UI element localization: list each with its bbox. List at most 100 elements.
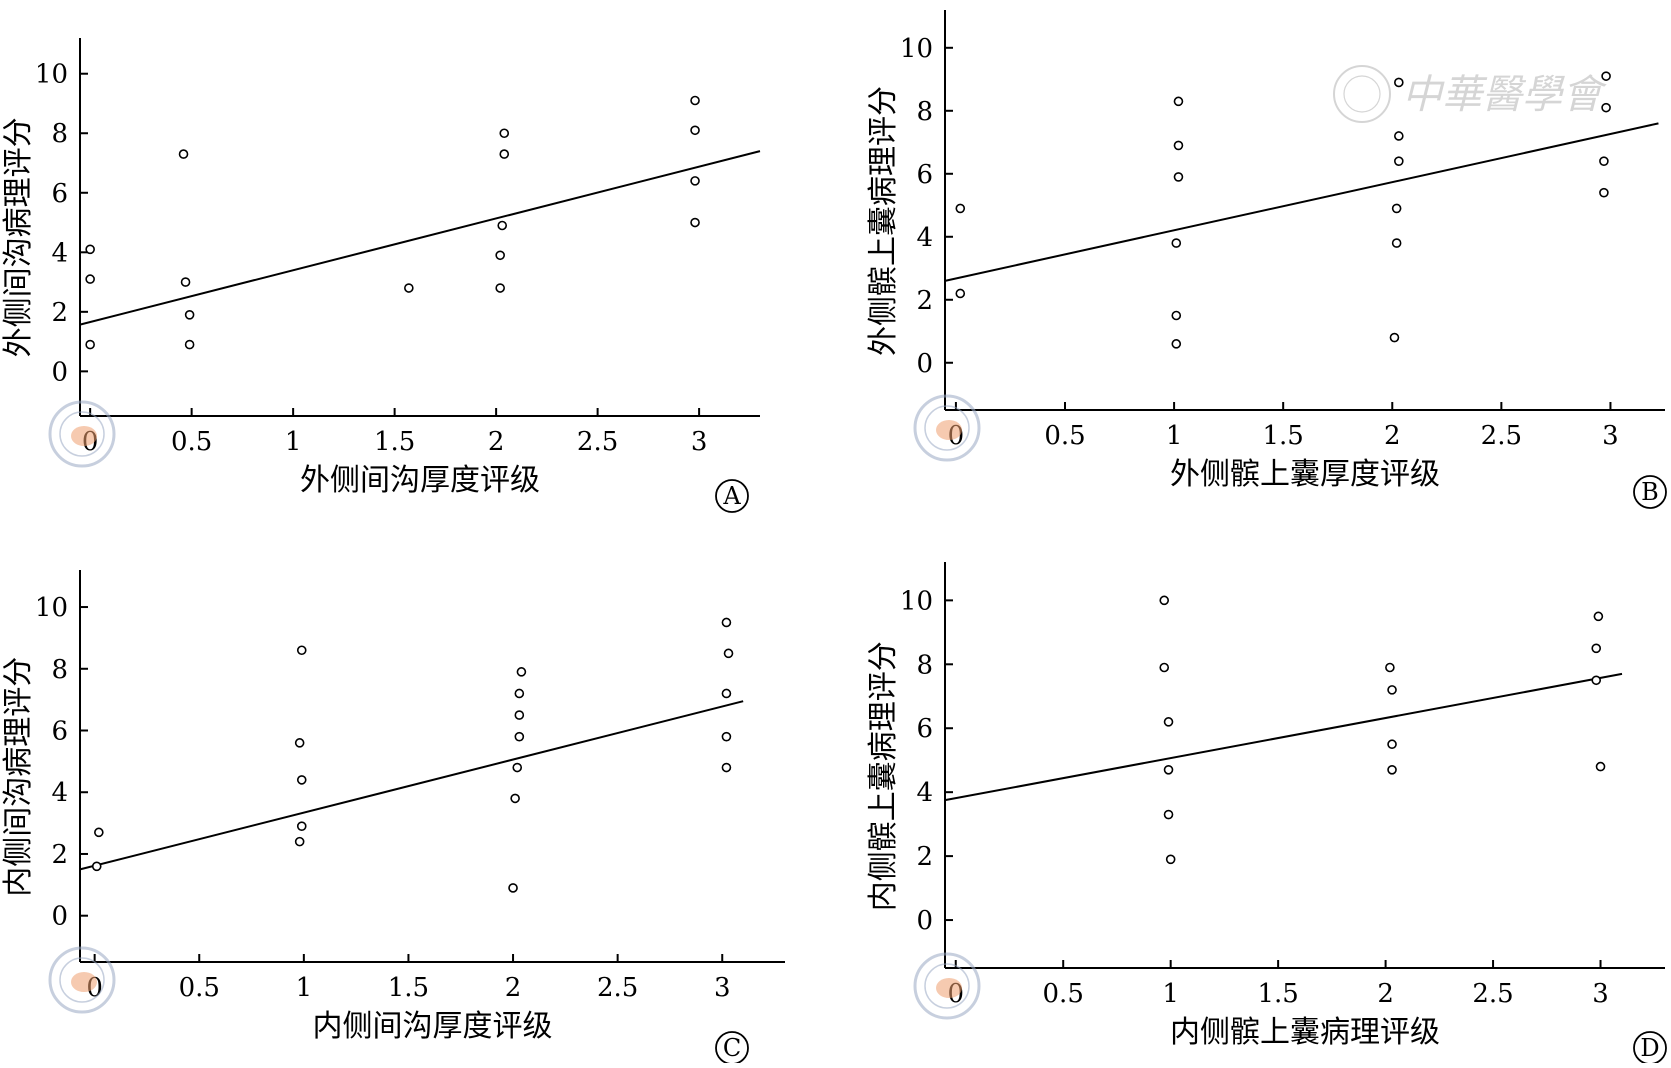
data-point — [690, 176, 700, 186]
fit-line — [79, 150, 761, 326]
data-point — [1389, 332, 1400, 343]
panel-label-circle — [1633, 475, 1667, 509]
y-tick-label: 2 — [916, 842, 933, 872]
data-point — [178, 149, 189, 159]
y-tick-label: 10 — [900, 586, 933, 616]
panel-label: C — [723, 1034, 741, 1062]
y-axis-label: 内侧髌上囊病理评分 — [866, 641, 901, 911]
y-tick-label: 8 — [51, 119, 68, 149]
data-point — [723, 648, 734, 659]
data-point — [1173, 172, 1184, 182]
data-point — [1599, 156, 1609, 166]
x-tick-label: 0.5 — [179, 973, 220, 1003]
data-point — [497, 220, 508, 231]
panel-label: D — [1640, 1034, 1659, 1062]
data-point — [85, 244, 95, 255]
data-point — [1163, 809, 1174, 820]
data-point — [91, 861, 102, 872]
x-tick-label: 2.5 — [1472, 979, 1513, 1009]
x-tick-label: 3 — [691, 427, 708, 457]
data-point — [85, 274, 95, 284]
y-tick-label: 4 — [51, 238, 68, 268]
fit-line — [79, 700, 744, 871]
x-tick-label: 1 — [296, 973, 313, 1003]
y-tick-label: 2 — [51, 298, 68, 328]
y-tick-label: 0 — [916, 349, 933, 379]
x-tick-label: 0.5 — [1043, 979, 1084, 1009]
data-point — [721, 688, 732, 699]
y-tick-label: 6 — [51, 717, 68, 747]
data-point — [1171, 339, 1182, 349]
data-point — [94, 827, 104, 838]
data-point — [1391, 238, 1402, 248]
y-tick-label: 0 — [916, 906, 933, 936]
x-tick-label: 1.5 — [374, 427, 415, 457]
y-tick-label: 4 — [51, 778, 68, 808]
data-point — [955, 288, 966, 299]
data-point — [495, 283, 505, 293]
panel-label-circle — [715, 479, 749, 513]
data-point — [1173, 96, 1184, 107]
data-point — [1165, 854, 1176, 865]
x-tick-label: 2 — [488, 427, 505, 457]
x-tick-label: 3 — [1602, 421, 1619, 451]
data-point — [512, 762, 523, 773]
x-tick-label: 1 — [285, 427, 302, 457]
data-point — [1173, 140, 1184, 151]
data-point — [508, 883, 518, 893]
data-point — [404, 283, 414, 293]
y-tick-label: 8 — [916, 97, 933, 127]
data-point — [690, 95, 700, 106]
x-tick-label: 1 — [1166, 421, 1183, 451]
y-tick-label: 2 — [916, 286, 933, 316]
y-tick-label: 4 — [916, 223, 933, 253]
data-point — [1385, 662, 1395, 673]
y-tick-label: 2 — [51, 840, 68, 870]
data-point — [296, 821, 307, 831]
x-axis-label: 外侧间沟厚度评级 — [300, 463, 540, 498]
y-tick-label: 0 — [51, 902, 68, 932]
data-point — [1387, 739, 1397, 750]
y-tick-label: 10 — [900, 34, 933, 64]
data-point — [514, 688, 525, 699]
x-tick-label: 3 — [714, 973, 731, 1003]
data-point — [294, 836, 305, 847]
data-point — [1387, 764, 1397, 775]
data-point — [514, 710, 525, 720]
y-tick-label: 0 — [51, 357, 68, 387]
data-point — [1601, 102, 1611, 113]
data-point — [499, 128, 510, 139]
y-tick-label: 10 — [35, 60, 68, 90]
data-point — [1171, 310, 1182, 321]
y-tick-label: 4 — [916, 778, 933, 808]
x-tick-label: 3 — [1592, 979, 1609, 1009]
x-tick-label: 2 — [1377, 979, 1394, 1009]
data-point — [85, 339, 95, 350]
x-tick-label: 1.5 — [1263, 421, 1304, 451]
data-point — [1387, 685, 1397, 695]
data-point — [1163, 764, 1174, 775]
data-point — [1394, 131, 1404, 141]
fit-line — [944, 672, 1623, 802]
data-point — [296, 645, 307, 656]
x-tick-label: 0.5 — [171, 427, 212, 457]
x-tick-label: 1.5 — [1257, 979, 1298, 1009]
data-point — [1159, 662, 1170, 673]
watermark-seal-C — [48, 946, 116, 1014]
data-point — [1591, 675, 1602, 686]
y-axis-label: 内侧间沟病理评分 — [1, 657, 36, 897]
data-point — [514, 731, 525, 742]
x-axis-label: 内侧间沟厚度评级 — [313, 1009, 553, 1044]
data-point — [721, 731, 732, 742]
y-tick-label: 6 — [916, 714, 933, 744]
watermark-seal-A — [48, 400, 116, 468]
y-tick-label: 6 — [916, 160, 933, 190]
data-point — [184, 339, 195, 350]
data-point — [1394, 77, 1404, 88]
x-tick-label: 1 — [1162, 979, 1179, 1009]
data-point — [495, 250, 505, 261]
data-point — [516, 667, 527, 677]
